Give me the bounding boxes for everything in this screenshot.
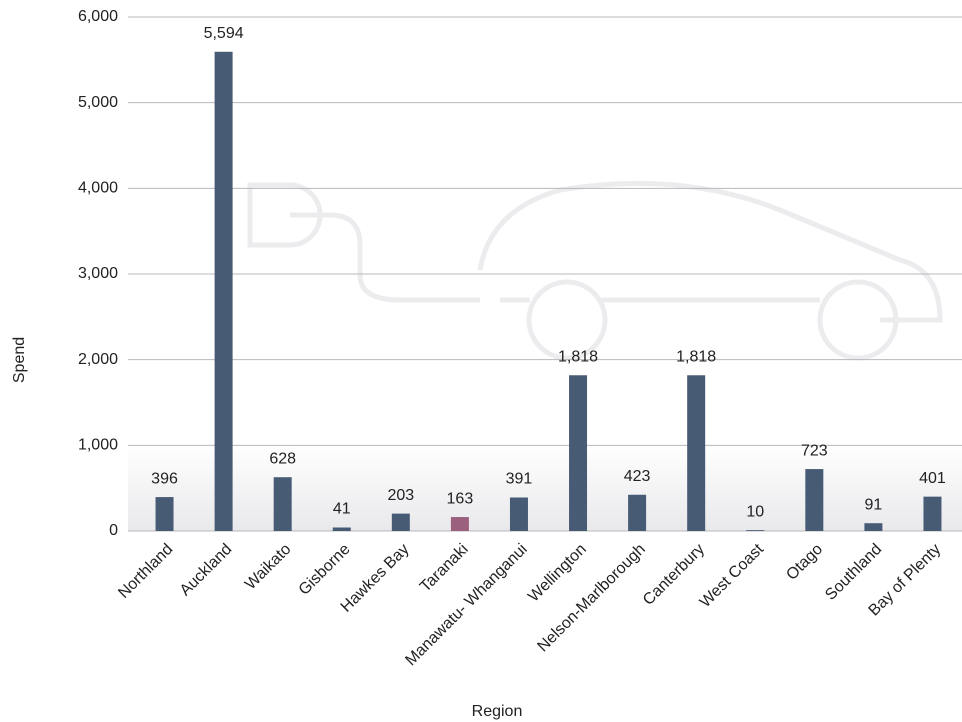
value-label: 41 xyxy=(333,501,351,518)
bar xyxy=(155,497,174,531)
x-tick-label: Wellington xyxy=(525,541,590,606)
x-axis-title: Region xyxy=(472,703,523,720)
x-tick-label: Waikato xyxy=(242,541,295,594)
x-tick-label: Northland xyxy=(115,541,176,602)
bar xyxy=(569,375,588,531)
bar xyxy=(450,517,469,531)
bar xyxy=(805,469,824,531)
value-label: 10 xyxy=(746,503,764,520)
bar xyxy=(391,513,410,531)
x-tick-label: Auckland xyxy=(177,541,236,600)
value-label: 391 xyxy=(506,471,533,488)
value-label: 723 xyxy=(801,442,828,459)
value-label: 1,818 xyxy=(676,348,716,365)
value-label: 423 xyxy=(624,468,651,485)
bar xyxy=(746,530,765,531)
bar xyxy=(923,496,942,531)
value-label: 91 xyxy=(864,496,882,513)
x-tick-label: Manawatu- Whanganui xyxy=(402,541,530,669)
plot-shade xyxy=(128,445,962,531)
y-tick-label: 0 xyxy=(109,522,118,539)
x-tick-label: Gisborne xyxy=(296,541,354,599)
y-tick-label: 3,000 xyxy=(78,265,118,282)
y-axis-title: Spend xyxy=(11,337,28,383)
bar xyxy=(332,527,351,531)
bar xyxy=(509,497,528,531)
value-label: 401 xyxy=(919,470,946,487)
x-tick-label: Taranaki xyxy=(417,541,472,596)
bar xyxy=(628,494,647,531)
x-tick-label: West Coast xyxy=(697,540,768,611)
watermark xyxy=(247,180,943,361)
bar xyxy=(864,523,883,531)
bar xyxy=(214,51,233,531)
x-tick-label: Nelson-Marlborough xyxy=(534,541,649,656)
y-tick-label: 6,000 xyxy=(78,8,118,25)
bar xyxy=(687,375,706,531)
x-tick-label: Otago xyxy=(783,541,826,584)
x-tick-label: Southland xyxy=(822,541,885,604)
y-tick-label: 2,000 xyxy=(78,351,118,368)
value-label: 396 xyxy=(151,470,178,487)
value-label: 5,594 xyxy=(204,25,244,42)
value-label: 203 xyxy=(387,487,414,504)
y-tick-label: 5,000 xyxy=(78,94,118,111)
y-tick-label: 4,000 xyxy=(78,180,118,197)
value-label: 628 xyxy=(269,450,296,467)
value-label: 163 xyxy=(447,490,474,507)
value-label: 1,818 xyxy=(558,348,598,365)
bar xyxy=(273,477,292,531)
y-tick-label: 1,000 xyxy=(78,437,118,454)
